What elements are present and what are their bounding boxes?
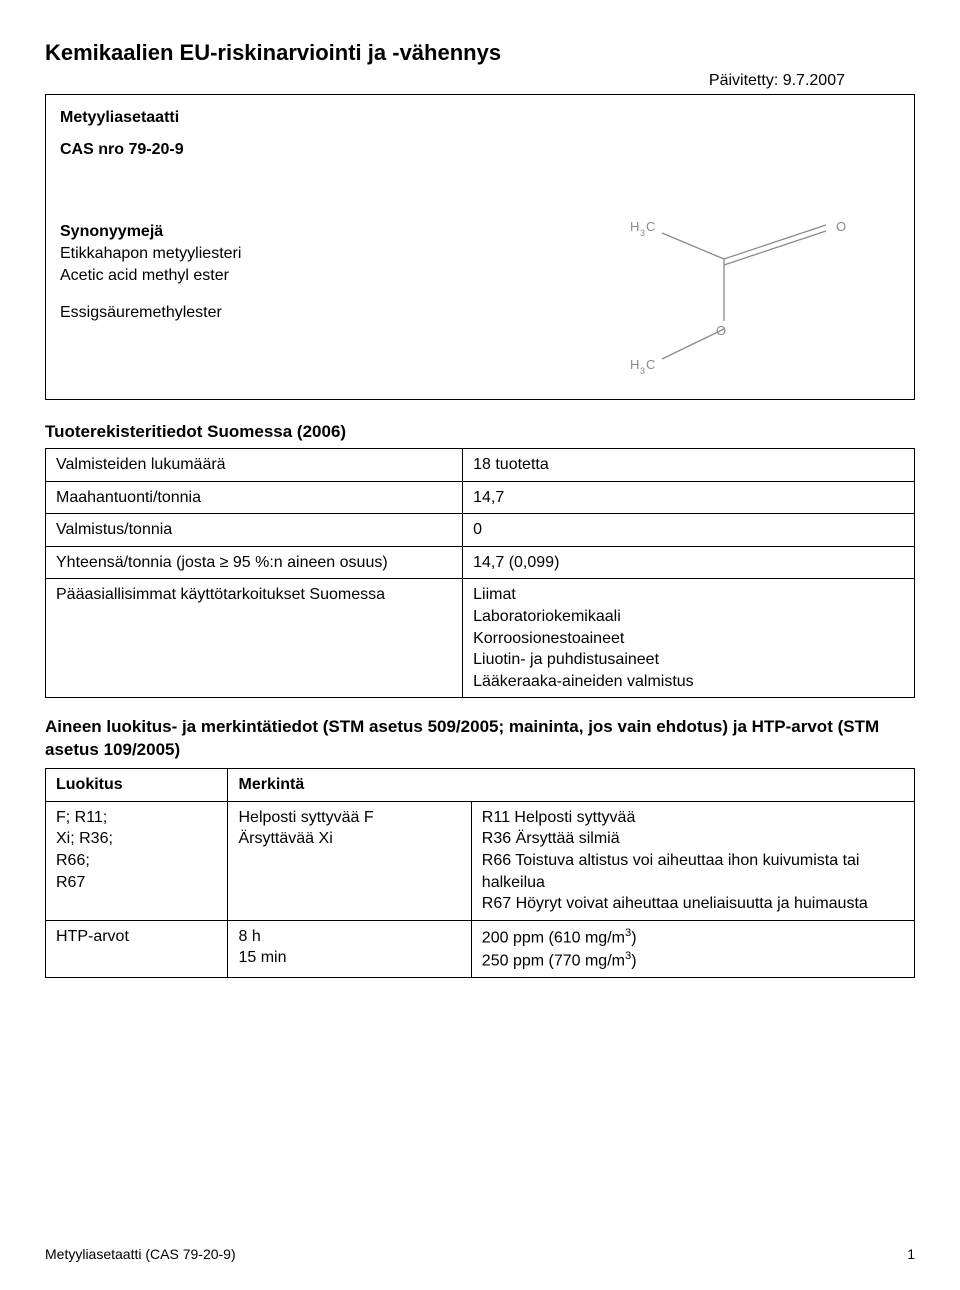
cell-val: 18 tuotetta bbox=[463, 449, 915, 482]
cas-number: CAS nro 79-20-9 bbox=[60, 141, 900, 159]
page-footer: Metyyliasetaatti (CAS 79-20-9) 1 bbox=[45, 1246, 915, 1262]
cell-merkinta: Helposti syttyvää F Ärsyttävää Xi bbox=[228, 801, 471, 920]
table1-heading: Tuoterekisteritiedot Suomessa (2006) bbox=[45, 422, 915, 442]
classification-table: Luokitus Merkintä F; R11; Xi; R36; R66; … bbox=[45, 768, 915, 977]
cell-key: Valmistus/tonnia bbox=[46, 514, 463, 547]
table-row: Pääasiallisimmat käyttötarkoitukset Suom… bbox=[46, 579, 915, 698]
header-luokitus: Luokitus bbox=[46, 769, 228, 802]
cell-luokitus: F; R11; Xi; R36; R66; R67 bbox=[46, 801, 228, 920]
cell-key: Pääasiallisimmat käyttötarkoitukset Suom… bbox=[46, 579, 463, 698]
table-row: F; R11; Xi; R36; R66; R67 Helposti sytty… bbox=[46, 801, 915, 920]
footer-page-number: 1 bbox=[907, 1246, 915, 1262]
cell-r-phrases: R11 Helposti syttyvää R36 Ärsyttää silmi… bbox=[471, 801, 914, 920]
synonym-line: Acetic acid methyl ester bbox=[60, 265, 614, 287]
svg-text:3: 3 bbox=[640, 366, 645, 376]
table-row: Valmistus/tonnia0 bbox=[46, 514, 915, 547]
cell-val: Liimat Laboratoriokemikaali Korroosiones… bbox=[463, 579, 915, 698]
cell-htp-label: HTP-arvot bbox=[46, 920, 228, 977]
svg-text:C: C bbox=[646, 357, 655, 372]
svg-text:O: O bbox=[836, 219, 846, 234]
substance-name: Metyyliasetaatti bbox=[60, 109, 900, 127]
table-row: Maahantuonti/tonnia14,7 bbox=[46, 481, 915, 514]
svg-text:H: H bbox=[630, 219, 639, 234]
svg-text:3: 3 bbox=[640, 228, 645, 238]
synonyms-heading: Synonyymejä bbox=[60, 223, 614, 241]
svg-text:O: O bbox=[716, 323, 726, 338]
table2-heading: Aineen luokitus- ja merkintätiedot (STM … bbox=[45, 716, 915, 762]
cell-htp-values: 200 ppm (610 mg/m3)250 ppm (770 mg/m3) bbox=[471, 920, 914, 977]
cell-val: 14,7 (0,099) bbox=[463, 546, 915, 579]
table-row: Valmisteiden lukumäärä18 tuotetta bbox=[46, 449, 915, 482]
table-row: Luokitus Merkintä bbox=[46, 769, 915, 802]
page-title: Kemikaalien EU-riskinarviointi ja -vähen… bbox=[45, 40, 915, 66]
synonym-line: Etikkahapon metyyliesteri bbox=[60, 243, 614, 265]
cell-key: Yhteensä/tonnia (josta ≥ 95 %:n aineen o… bbox=[46, 546, 463, 579]
cell-htp-times: 8 h 15 min bbox=[228, 920, 471, 977]
cell-key: Valmisteiden lukumäärä bbox=[46, 449, 463, 482]
cell-val: 0 bbox=[463, 514, 915, 547]
updated-date: Päivitetty: 9.7.2007 bbox=[45, 72, 915, 90]
cell-val: 14,7 bbox=[463, 481, 915, 514]
synonym-line: Essigsäuremethylester bbox=[60, 302, 614, 324]
table-row: HTP-arvot 8 h 15 min 200 ppm (610 mg/m3)… bbox=[46, 920, 915, 977]
molecule-diagram: H3C O O H3C bbox=[614, 211, 874, 381]
svg-text:C: C bbox=[646, 219, 655, 234]
footer-left: Metyyliasetaatti (CAS 79-20-9) bbox=[45, 1246, 236, 1262]
table-row: Yhteensä/tonnia (josta ≥ 95 %:n aineen o… bbox=[46, 546, 915, 579]
substance-box: Metyyliasetaatti CAS nro 79-20-9 Synonyy… bbox=[45, 94, 915, 400]
header-merkinta: Merkintä bbox=[228, 769, 915, 802]
svg-text:H: H bbox=[630, 357, 639, 372]
cell-key: Maahantuonti/tonnia bbox=[46, 481, 463, 514]
product-register-table: Valmisteiden lukumäärä18 tuotetta Maahan… bbox=[45, 448, 915, 698]
